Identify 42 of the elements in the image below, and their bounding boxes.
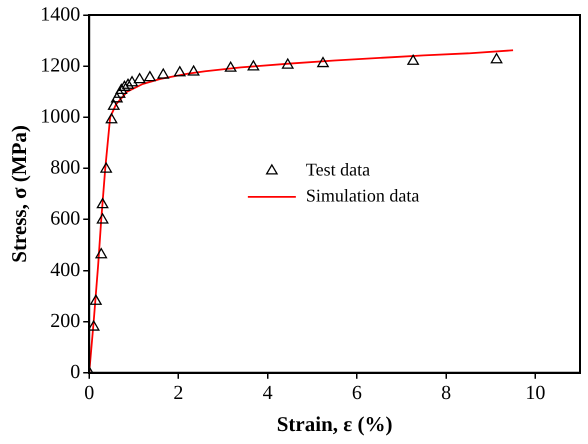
y-tick-label: 1200 bbox=[40, 54, 80, 76]
y-tick-label: 1400 bbox=[40, 3, 80, 26]
point bbox=[118, 80, 130, 91]
point bbox=[224, 62, 236, 72]
point bbox=[317, 56, 329, 68]
y-tick-label: 400 bbox=[50, 258, 80, 281]
y-axis-title: Stress, σ (MPa) bbox=[7, 125, 32, 263]
point bbox=[122, 78, 134, 89]
x-tick-label: 4 bbox=[262, 382, 273, 404]
x-axis-title: Strain, ε (%) bbox=[276, 412, 392, 436]
legend-label: Test data bbox=[306, 160, 370, 180]
y-tick-label: 600 bbox=[50, 208, 80, 230]
point bbox=[248, 60, 260, 71]
x-tick-label: 0 bbox=[84, 382, 94, 404]
point bbox=[106, 113, 118, 124]
point bbox=[89, 320, 100, 331]
point bbox=[111, 92, 123, 102]
y-tick-label: 0 bbox=[70, 361, 80, 384]
point bbox=[188, 65, 200, 76]
point bbox=[157, 68, 170, 79]
point bbox=[490, 53, 502, 64]
y-tick-label: 200 bbox=[50, 310, 80, 332]
point bbox=[282, 58, 294, 69]
point bbox=[174, 66, 186, 76]
point bbox=[407, 54, 419, 65]
legend-label: Simulation data bbox=[306, 186, 420, 206]
y-tick-label: 1000 bbox=[40, 105, 80, 128]
x-tick-label: 6 bbox=[352, 382, 362, 404]
point bbox=[108, 100, 120, 110]
point bbox=[134, 73, 146, 84]
point bbox=[95, 248, 108, 258]
point bbox=[96, 198, 108, 208]
point bbox=[144, 70, 156, 82]
y-tick-label: 800 bbox=[50, 156, 80, 179]
point bbox=[96, 213, 108, 224]
x-tick-label: 10 bbox=[525, 382, 546, 404]
x-tick-label: 8 bbox=[441, 382, 452, 404]
x-tick-label: 2 bbox=[173, 382, 184, 404]
point bbox=[115, 84, 128, 94]
point bbox=[100, 162, 112, 173]
point bbox=[126, 76, 138, 86]
point bbox=[90, 294, 102, 305]
